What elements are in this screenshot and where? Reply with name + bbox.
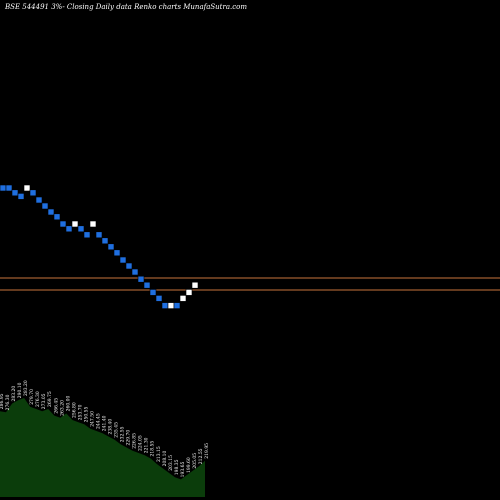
renko-brick xyxy=(101,237,109,245)
renko-brick xyxy=(125,262,133,270)
renko-brick xyxy=(179,295,187,302)
volume-label: 232.55 xyxy=(120,426,126,442)
renko-brick xyxy=(161,302,169,309)
volume-label: 290.10 xyxy=(17,382,23,398)
volume-label: 260.00 xyxy=(65,396,71,412)
renko-brick xyxy=(11,189,19,197)
volume-label: 276.30 xyxy=(5,394,11,410)
renko-brick xyxy=(89,220,97,228)
volume-label: 276.30 xyxy=(35,391,41,407)
volume-label: 224.05 xyxy=(138,435,144,451)
volume-label: 199.60 xyxy=(186,457,192,473)
volume-label: 283.20 xyxy=(11,386,17,402)
volume-label: 235.45 xyxy=(114,422,120,438)
volume-label: 283.20 xyxy=(23,380,29,396)
volume-label: 212.55 xyxy=(198,448,204,464)
volume-label: 273.05 xyxy=(41,393,47,409)
chart-title: BSE 544491 3%- Closing Daily data Renko … xyxy=(4,3,247,11)
volume-label: 198.35 xyxy=(174,459,180,475)
volume-label: 218.55 xyxy=(150,441,156,457)
renko-brick xyxy=(185,289,193,296)
volume-label: 263.20 xyxy=(59,400,65,416)
renko-brick xyxy=(155,295,163,302)
renko-brick xyxy=(83,231,91,239)
renko-brick xyxy=(47,208,55,216)
renko-brick xyxy=(59,220,67,228)
volume-label: 253.70 xyxy=(77,404,83,420)
renko-brick xyxy=(41,202,49,210)
volume-label: 203.15 xyxy=(168,455,174,471)
volume-label: 193.65 xyxy=(180,462,186,478)
volume-label: 226.85 xyxy=(132,433,138,449)
volume-label: 244.45 xyxy=(95,413,101,429)
renko-brick xyxy=(173,302,181,309)
renko-brick xyxy=(77,225,85,233)
volume-label: 229.70 xyxy=(126,430,132,446)
renko-brick xyxy=(149,289,157,296)
renko-brick xyxy=(143,281,151,289)
volume-label: 205.05 xyxy=(192,453,198,469)
volume-label: 219.95 xyxy=(204,443,210,459)
renko-brick xyxy=(71,220,79,228)
renko-brick xyxy=(119,256,127,264)
volume-label: 208.10 xyxy=(162,451,168,467)
volume-label: 256.80 xyxy=(71,402,77,418)
volume-area xyxy=(0,398,205,497)
renko-brick xyxy=(167,302,175,309)
renko-brick xyxy=(131,268,139,276)
volume-label: 221.30 xyxy=(144,437,150,453)
volume-label: 250.55 xyxy=(83,407,89,423)
renko-brick xyxy=(35,196,43,204)
volume-label: 238.40 xyxy=(108,419,114,435)
volume-label: 269.75 xyxy=(47,391,53,407)
renko-bricks xyxy=(0,184,199,309)
renko-brick xyxy=(191,281,199,289)
volume-fill xyxy=(0,398,205,497)
volume-label: 213.15 xyxy=(156,446,162,462)
volume-label: 279.70 xyxy=(29,389,35,405)
volume-label: 241.40 xyxy=(102,415,108,431)
renko-brick xyxy=(0,184,7,192)
renko-brick xyxy=(137,275,145,283)
renko-brick xyxy=(65,225,73,233)
renko-brick xyxy=(17,193,25,200)
volume-label: 247.50 xyxy=(89,411,95,427)
volume-label: 266.45 xyxy=(53,398,59,414)
renko-brick xyxy=(107,243,115,251)
renko-brick xyxy=(29,189,37,197)
reference-lines xyxy=(0,277,500,291)
renko-brick xyxy=(53,213,61,221)
renko-brick xyxy=(95,231,103,239)
renko-brick xyxy=(5,184,13,192)
renko-brick xyxy=(23,184,31,192)
renko-brick xyxy=(113,249,121,257)
volume-label: 286.95 xyxy=(0,393,5,409)
